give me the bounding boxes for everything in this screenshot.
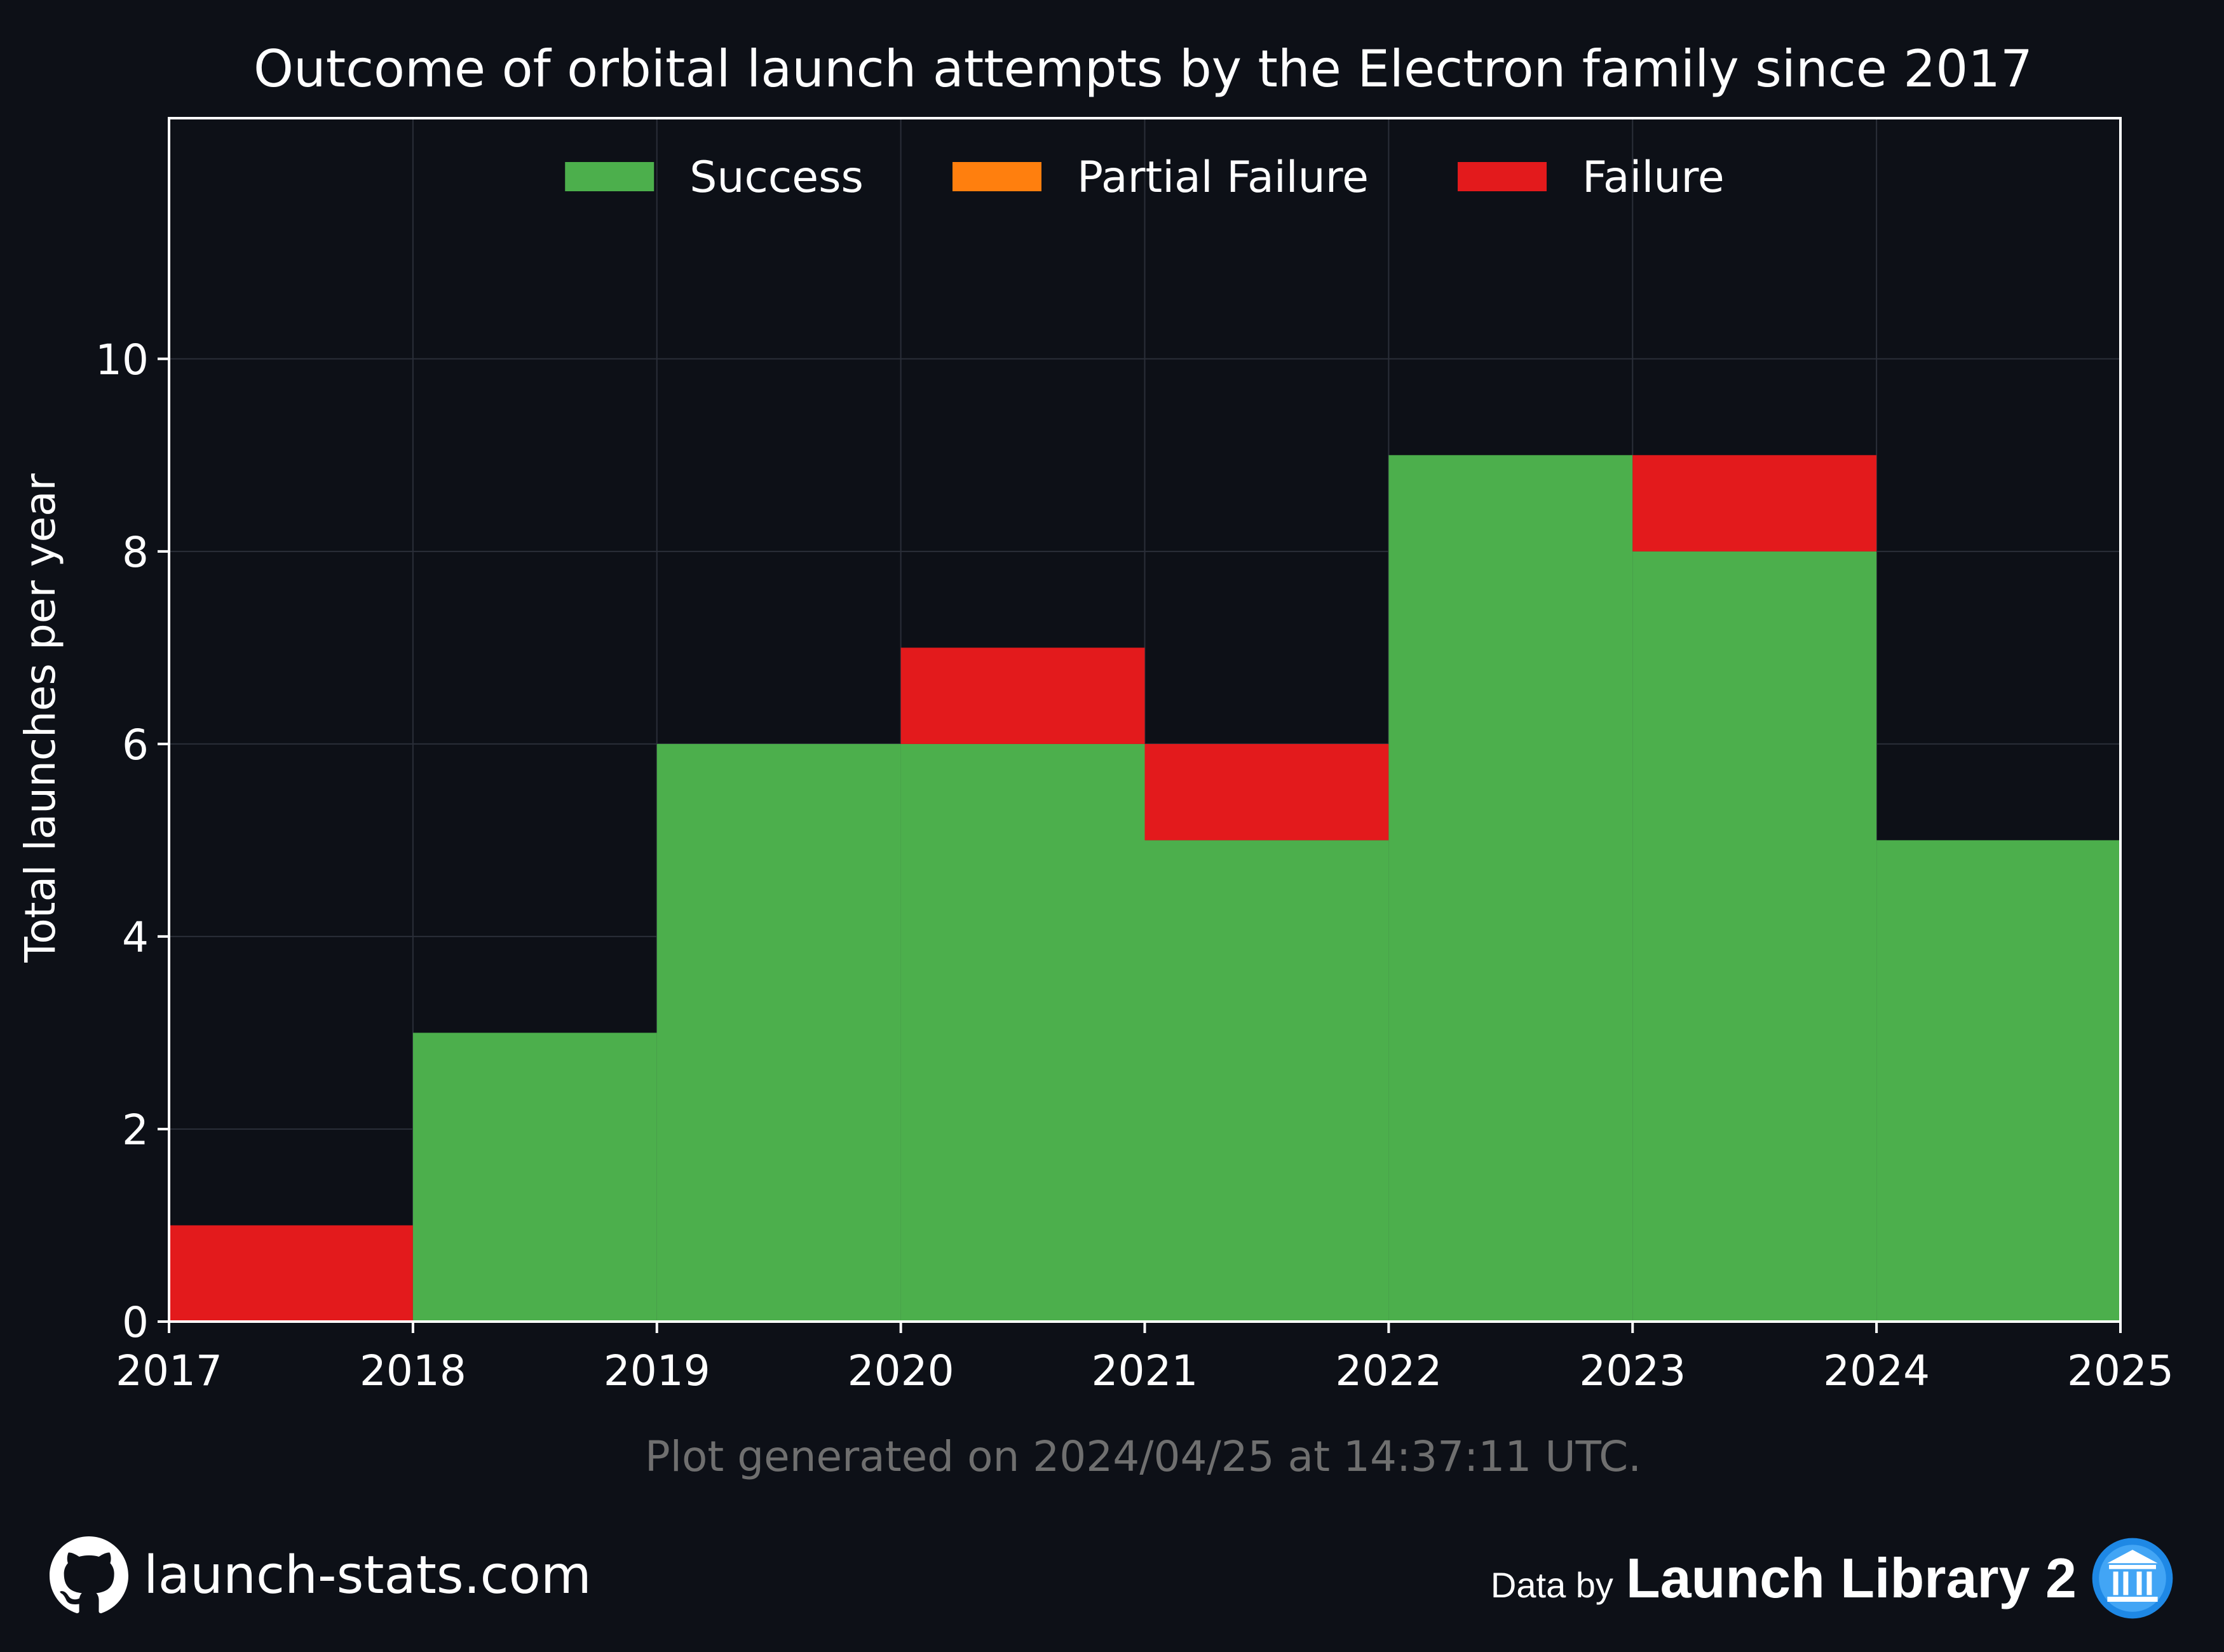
data-by-label: Data by [1490,1564,1613,1605]
y-tick-label: 8 [122,528,149,577]
y-tick-label: 4 [122,913,149,962]
bar-success-2023 [1632,551,1877,1322]
site-link[interactable]: launch-stats.com [144,1545,592,1606]
bar-failure-2021 [1144,743,1389,841]
legend-swatch-failure [1458,162,1547,191]
y-tick-label: 10 [95,335,149,384]
axes: 0 2 4 6 8 10 2017 2018 2019 2020 2021 2022 2023 2024 2… [95,335,2174,1395]
footer-source: Data by Launch Library 2 [1491,1536,2174,1620]
x-tick-label: 2017 [116,1346,222,1395]
y-tick-label: 6 [122,721,149,769]
legend-swatch-partial-failure [952,162,1041,191]
legend-label-success: Success [689,152,864,203]
footer-site[interactable]: launch-stats.com [50,1536,592,1615]
x-tick-label: 2022 [1335,1346,1442,1395]
x-tick-label: 2021 [1092,1346,1198,1395]
legend-label-failure: Failure [1582,152,1725,203]
x-tick-label: 2018 [360,1346,466,1395]
chart-title: Outcome of orbital launch attempts by th… [254,39,2033,98]
bar-success-2020 [900,743,1145,1322]
bar-success-2019 [656,743,901,1322]
bar-failure-2020 [900,647,1145,744]
bar-failure-2017 [169,1225,413,1322]
bar-success-2018 [412,1032,657,1322]
bar-failure-2023 [1632,455,1877,552]
x-tick-label: 2023 [1579,1346,1686,1395]
y-axis-label: Total launches per year [16,473,65,963]
bar-success-2021 [1144,840,1389,1322]
github-icon [50,1536,128,1613]
bar-success-2022 [1388,455,1633,1322]
launch-library-icon [2092,1538,2173,1619]
x-tick-label: 2025 [2067,1346,2174,1395]
x-tick-label: 2024 [1823,1346,1930,1395]
legend-label-partial-failure: Partial Failure [1077,152,1369,203]
bars [169,455,2120,1322]
source-name[interactable]: Launch Library 2 [1625,1547,2077,1609]
x-tick-label: 2020 [848,1346,954,1395]
y-tick-label: 2 [122,1106,149,1154]
bar-success-2024 [1876,840,2120,1322]
legend-swatch-success [565,162,654,191]
legend: Success Partial Failure Failure [565,152,1725,203]
x-tick-label: 2019 [604,1346,710,1395]
generated-note: Plot generated on 2024/04/25 at 14:37:11… [645,1432,1641,1481]
y-tick-label: 0 [122,1298,149,1347]
chart: Outcome of orbital launch attempts by th… [16,39,2174,1481]
